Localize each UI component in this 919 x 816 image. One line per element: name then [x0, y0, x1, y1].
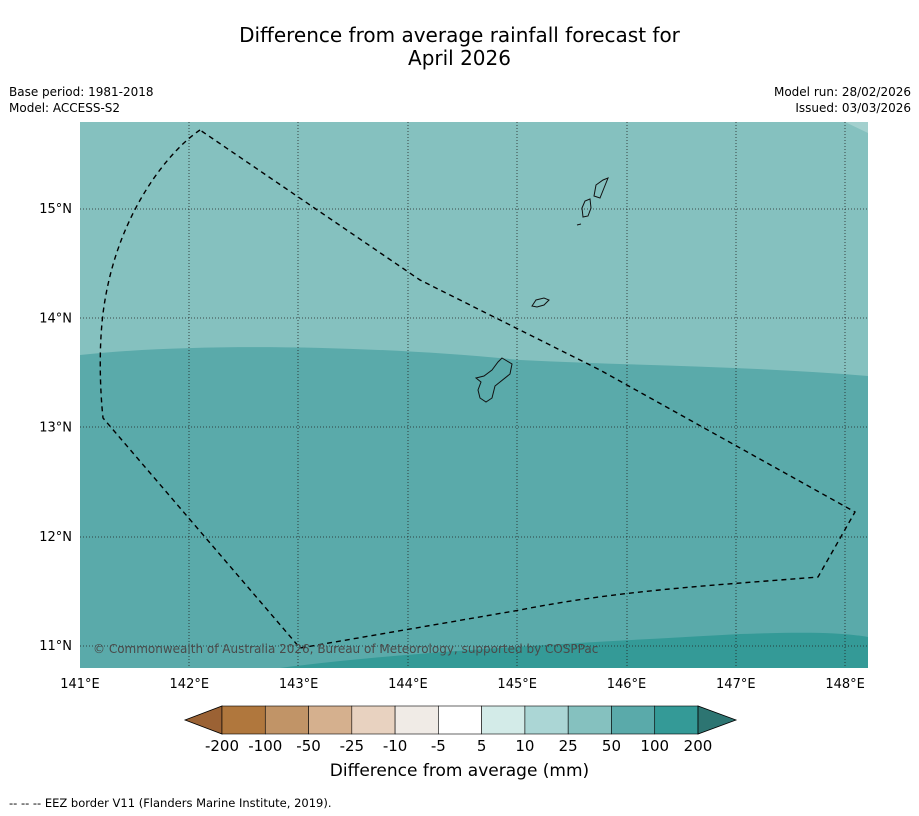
colorbar-label: Difference from average (mm): [329, 761, 590, 781]
colorbar-tick-label: -100: [248, 737, 282, 755]
lat-label: 15°N: [39, 202, 72, 217]
eez-border: [99, 129, 856, 649]
band-100-200: [80, 347, 868, 668]
colorbar-segment: [611, 705, 656, 735]
colorbar-segment: [394, 705, 439, 735]
colorbar-segment: [438, 705, 482, 735]
eez-footnote: -- -- -- EEZ border V11 (Flanders Marine…: [9, 796, 332, 810]
lon-label: 141°E: [60, 677, 100, 692]
lat-label: 13°N: [39, 421, 72, 436]
colorbar-segment: [308, 705, 353, 735]
rota-island: [531, 297, 550, 308]
colorbar-tick-label: -25: [340, 737, 365, 755]
base-period-text: Base period: 1981-2018: [9, 85, 154, 99]
tinian-island: [581, 198, 592, 218]
colorbar-tick-label: 10: [515, 737, 534, 755]
map-fill: [80, 122, 868, 668]
latitude-labels: 15°N 14°N 13°N 12°N 11°N: [39, 202, 72, 654]
colorbar: [183, 705, 738, 735]
colorbar-tick-label: -10: [383, 737, 408, 755]
colorbar-segment: [481, 705, 526, 735]
band-200-plus: [280, 632, 868, 668]
meta-right: Model run: 28/02/2026 Issued: 03/03/2026: [774, 84, 911, 116]
colorbar-segment: [221, 705, 266, 735]
colorbar-segment: [524, 705, 569, 735]
colorbar-tick-label: -5: [431, 737, 446, 755]
issued-text: Issued: 03/03/2026: [795, 101, 911, 115]
lon-label: 147°E: [716, 677, 756, 692]
title-line-2: April 2026: [408, 46, 511, 70]
lon-label: 145°E: [497, 677, 537, 692]
colorbar-tick-label: 50: [602, 737, 621, 755]
lon-label: 142°E: [170, 677, 210, 692]
colorbar-segment: [264, 705, 309, 735]
colorbar-tick-label: 100: [640, 737, 669, 755]
colorbar-segment: [567, 705, 612, 735]
colorbar-ticks: -200 -100 -50 -25 -10 -5 5 10 25 50 100 200: [205, 737, 712, 755]
colorbar-segment: [351, 705, 396, 735]
colorbar-tick-label: 25: [559, 737, 578, 755]
model-text: Model: ACCESS-S2: [9, 101, 121, 115]
colorbar-arrow-high: [697, 705, 738, 735]
colorbar-tick-label: -50: [296, 737, 321, 755]
copyright-text: © Commonwealth of Australia 2026, Bureau…: [93, 642, 598, 656]
title-line-1: Difference from average rainfall forecas…: [239, 23, 680, 47]
meta-left: Base period: 1981-2018 Model: ACCESS-S2: [9, 84, 154, 116]
lon-label: 148°E: [825, 677, 865, 692]
graticule: [80, 122, 868, 668]
colorbar-tick-label: 5: [477, 737, 487, 755]
model-run-text: Model run: 28/02/2026: [773, 85, 911, 99]
colorbar-segment: [654, 705, 699, 735]
lon-label: 146°E: [607, 677, 647, 692]
islands: [474, 177, 609, 403]
lat-label: 12°N: [39, 530, 72, 545]
saipan-island: [593, 177, 609, 199]
guam-island: [474, 357, 513, 403]
colorbar-arrow-low: [183, 705, 223, 735]
lat-label: 14°N: [39, 311, 72, 326]
lon-label: 143°E: [279, 677, 319, 692]
longitude-labels: 141°E 142°E 143°E 144°E 145°E 146°E 147°E 148°E: [60, 677, 865, 692]
colorbar-tick-label: -200: [205, 737, 239, 755]
lon-label: 144°E: [388, 677, 428, 692]
colorbar-tick-label: 200: [684, 737, 713, 755]
aguijan-island: [576, 223, 582, 226]
lat-label: 11°N: [39, 639, 72, 654]
band-corner: [845, 122, 868, 133]
